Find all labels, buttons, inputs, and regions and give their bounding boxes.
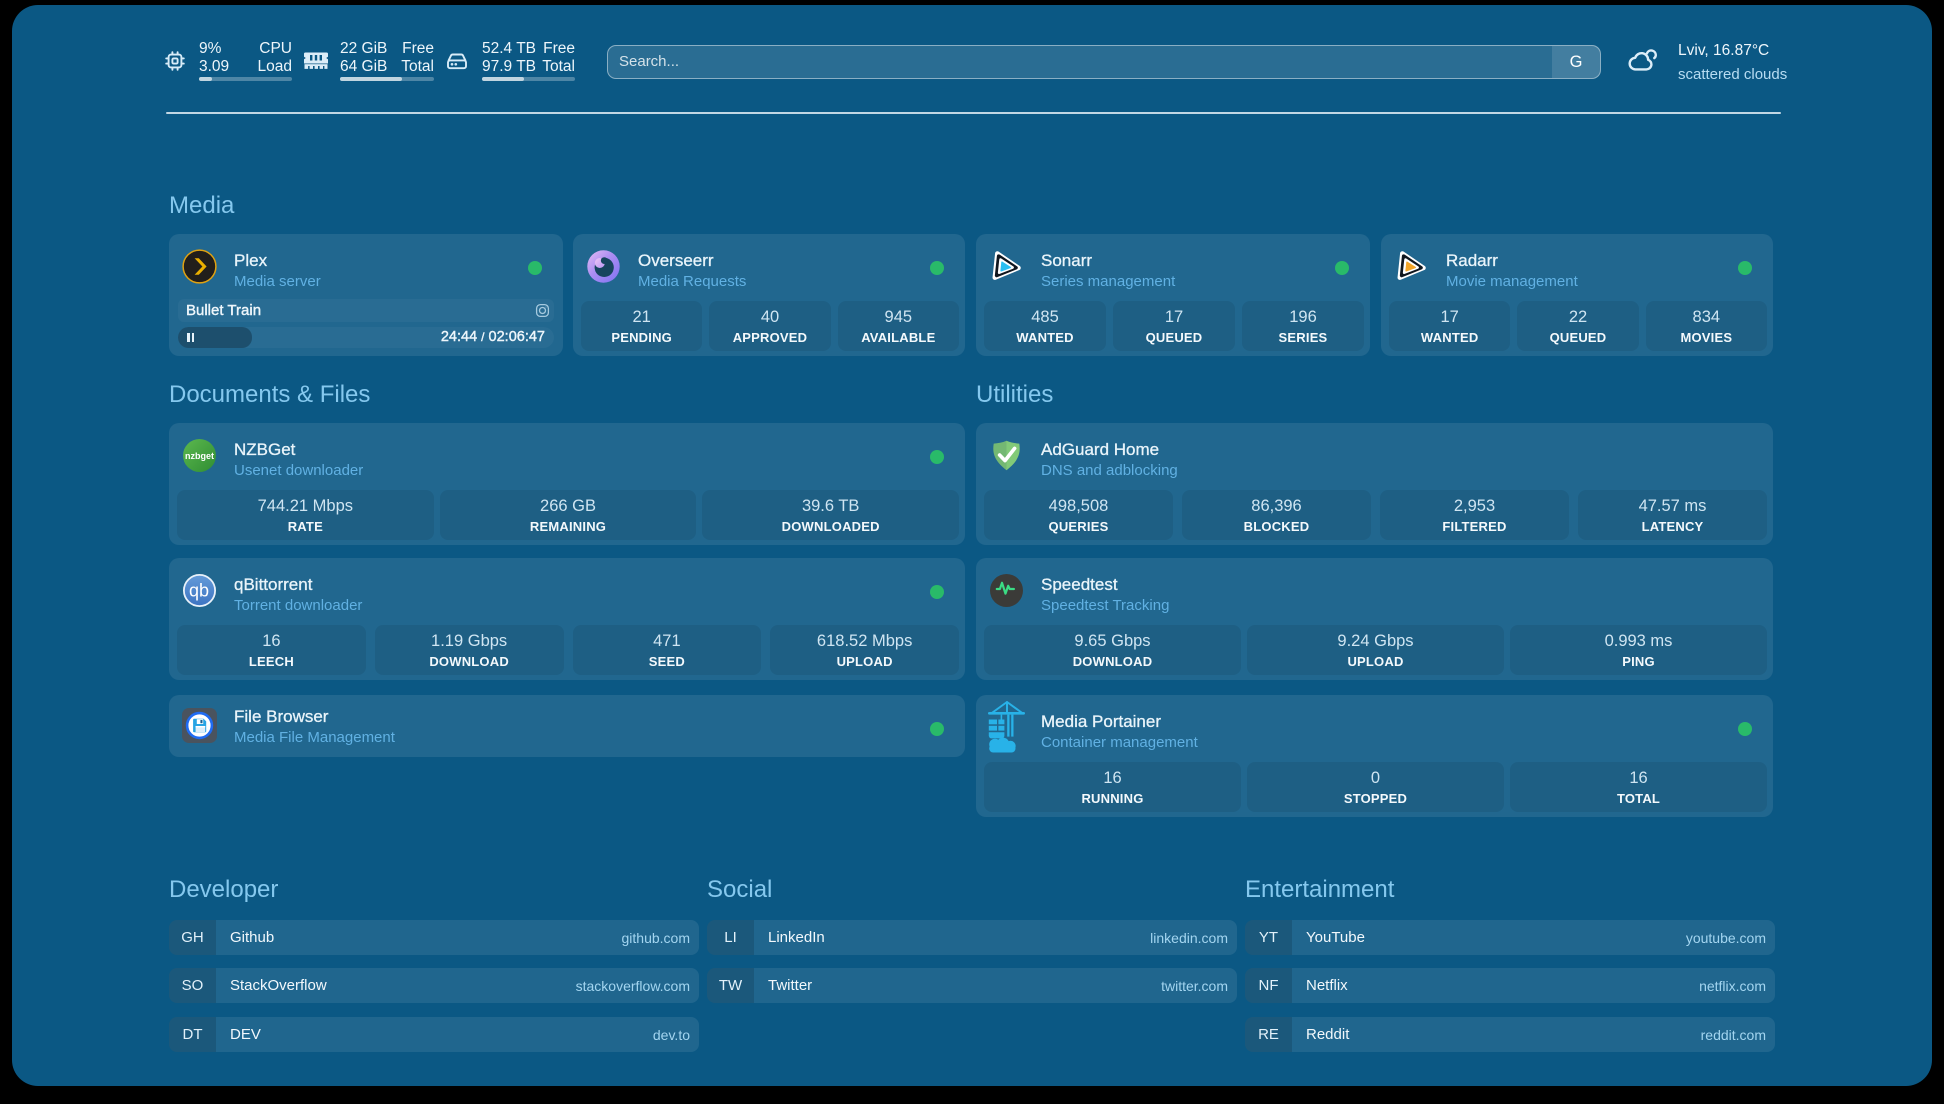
svg-text:nzbget: nzbget bbox=[185, 451, 214, 461]
svg-text:qb: qb bbox=[189, 581, 209, 601]
